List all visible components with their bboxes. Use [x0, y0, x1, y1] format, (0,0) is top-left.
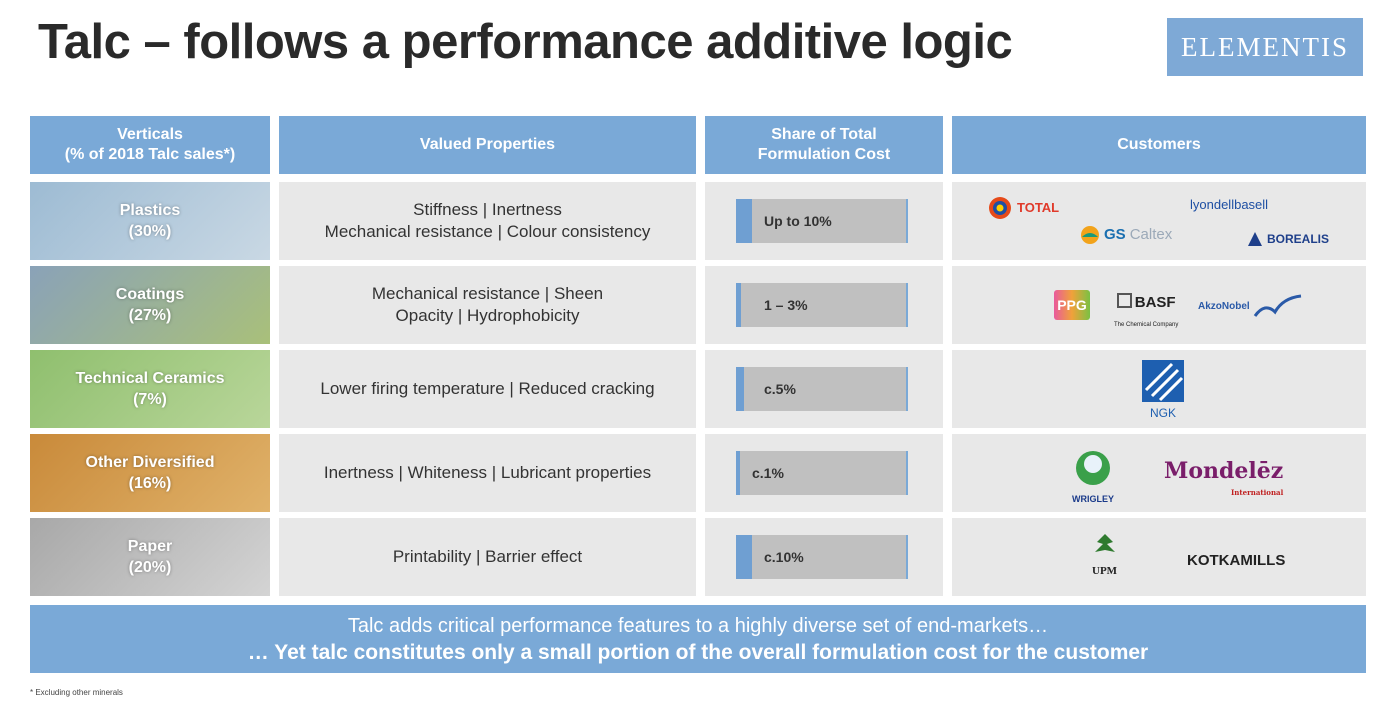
kotkamills-logo: KOTKAMILLS	[1187, 552, 1286, 569]
lyondellbasell-logo: lyondellbasell	[1190, 197, 1269, 212]
customers-cell-paper: UPM KOTKAMILLS	[952, 518, 1366, 596]
vertical-cell: Other Diversified (16%)	[30, 434, 270, 512]
header-customers: Customers	[952, 116, 1366, 174]
mondelez-logo: Mondelēz International	[1164, 458, 1284, 497]
valued-properties-cell: Stiffness | Inertness Mechanical resista…	[279, 182, 696, 260]
valued-properties-cell: Lower firing temperature | Reduced crack…	[279, 350, 696, 428]
share-bar-fill	[736, 199, 752, 243]
valued-properties-cell: Inertness | Whiteness | Lubricant proper…	[279, 434, 696, 512]
vertical-cell: Paper (20%)	[30, 518, 270, 596]
header-share-of-cost: Share of Total Formulation Cost	[705, 116, 943, 174]
valued-properties-cell: Printability | Barrier effect	[279, 518, 696, 596]
share-bar: c.5%	[736, 367, 908, 411]
borealis-logo: BOREALIS	[1248, 228, 1329, 250]
share-bar: 1 – 3%	[736, 283, 908, 327]
upm-logo: UPM	[1092, 534, 1117, 582]
customers-cell-other: WRIGLEY Mondelēz International	[952, 434, 1366, 512]
page-title: Talc – follows a performance additive lo…	[38, 15, 1013, 69]
share-bar: Up to 10%	[736, 199, 908, 243]
ppg-logo: PPG	[1054, 290, 1090, 320]
basf-logo: BASF The Chemical Company	[1114, 293, 1179, 328]
vertical-cell: Technical Ceramics (7%)	[30, 350, 270, 428]
customers-cell-coatings: PPG BASF The Chemical Company AkzoNobel	[952, 266, 1366, 344]
vertical-cell: Plastics (30%)	[30, 182, 270, 260]
banner-line-2: … Yet talc constitutes only a small port…	[247, 641, 1149, 664]
share-bar-fill	[736, 451, 740, 495]
share-label: c.5%	[764, 381, 796, 397]
akzonobel-logo: AkzoNobel	[1198, 294, 1303, 320]
share-label: 1 – 3%	[764, 297, 808, 313]
share-label: c.1%	[752, 465, 784, 481]
share-bar: c.10%	[736, 535, 908, 579]
share-bar-fill	[736, 283, 741, 327]
banner-line-1: Talc adds critical performance features …	[347, 615, 1049, 637]
summary-banner: Talc adds critical performance features …	[30, 605, 1366, 673]
share-bar-fill	[736, 535, 752, 579]
footnote: * Excluding other minerals	[30, 688, 123, 697]
ngk-logo: NGK	[1142, 360, 1184, 424]
share-bar: c.1%	[736, 451, 908, 495]
share-bar-fill	[736, 367, 744, 411]
total-logo: TOTAL	[988, 196, 1059, 220]
gs-caltex-logo: GS Caltex	[1080, 224, 1172, 246]
wrigley-logo: WRIGLEY	[1072, 448, 1114, 510]
header-verticals: Verticals (% of 2018 Talc sales*)	[30, 116, 270, 174]
share-label: c.10%	[764, 549, 804, 565]
customers-cell-plastics: TOTAL lyondellbasell GS Caltex BOREALIS	[952, 182, 1366, 260]
valued-properties-cell: Mechanical resistance | Sheen Opacity | …	[279, 266, 696, 344]
share-label: Up to 10%	[764, 213, 832, 229]
elementis-logo: ELEMENTIS	[1167, 18, 1363, 76]
customers-cell-ceramics: NGK	[952, 350, 1366, 428]
header-valued-properties: Valued Properties	[279, 116, 696, 174]
vertical-cell: Coatings (27%)	[30, 266, 270, 344]
